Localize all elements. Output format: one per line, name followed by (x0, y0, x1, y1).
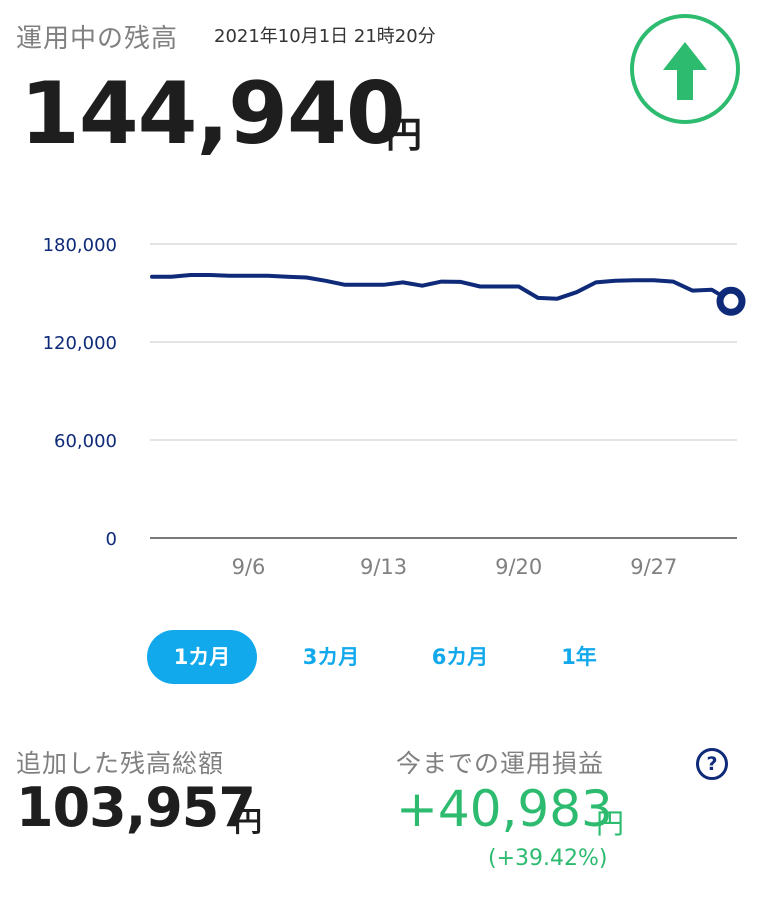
tab-1-year[interactable]: 1年 (561, 645, 597, 669)
timestamp: 2021年10月1日 21時20分 (214, 26, 436, 47)
balance-chart: 180,000 120,000 60,000 0 9/6 9/13 9/20 9/27 (43, 235, 746, 579)
balance-unit: 円 (386, 115, 423, 156)
y-tick-label: 180,000 (43, 235, 117, 256)
page-title: 運用中の残高 (16, 24, 179, 54)
y-tick-label: 0 (106, 529, 117, 550)
latest-point-marker (716, 286, 746, 316)
x-tick-label: 9/6 (232, 555, 266, 579)
tab-1-month[interactable]: 1カ月 (147, 630, 257, 684)
profit-percentage: (+39.42%) (488, 846, 608, 871)
x-tick-label: 9/20 (495, 555, 542, 579)
added-balance-unit: 円 (234, 805, 263, 838)
profit-value: +40,983 (396, 780, 613, 838)
trend-up-button[interactable] (630, 14, 740, 124)
profit-label: 今までの運用損益 (396, 749, 605, 778)
y-tick-label: 120,000 (43, 333, 117, 354)
added-balance-value: 103,957 (16, 776, 256, 839)
y-tick-label: 60,000 (54, 431, 117, 452)
balance-value: 144,940 (20, 64, 406, 164)
x-tick-label: 9/27 (630, 555, 677, 579)
help-icon[interactable]: ? (696, 748, 728, 780)
x-tick-label: 9/13 (360, 555, 407, 579)
arrow-up-icon (663, 42, 707, 100)
tab-6-months[interactable]: 6カ月 (431, 645, 489, 669)
series-line (150, 273, 733, 304)
tab-3-months[interactable]: 3カ月 (302, 645, 360, 669)
profit-unit: 円 (596, 807, 625, 840)
added-balance-label: 追加した残高総額 (16, 749, 225, 778)
